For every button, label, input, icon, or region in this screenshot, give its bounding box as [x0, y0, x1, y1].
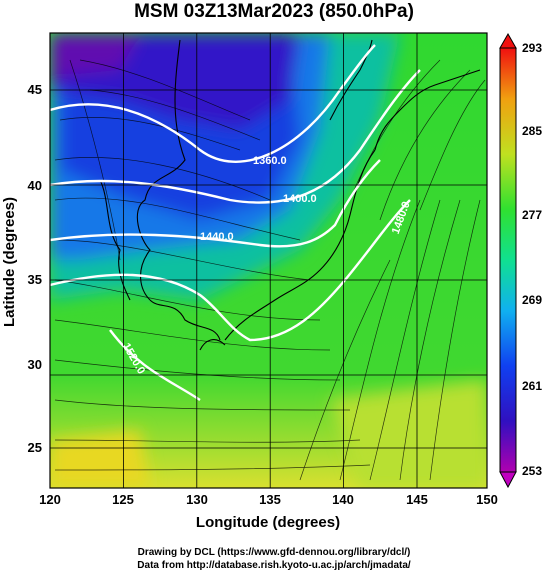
x-tick-125: 125 [112, 492, 134, 507]
x-tick-120: 120 [39, 492, 61, 507]
contour-label-1360: 1360.0 [253, 155, 287, 167]
colorbar-tick-261: 261 [522, 379, 542, 393]
contour-label-1440: 1440.0 [200, 231, 234, 243]
y-tick-25: 25 [28, 440, 42, 455]
wind-streamlines [54, 59, 486, 481]
colorbar-tick-253: 253 [522, 464, 542, 478]
x-tick-140: 140 [332, 492, 354, 507]
colorbar-tick-293: 293 [522, 41, 542, 55]
y-tick-35: 35 [28, 272, 42, 287]
plot-frame [49, 32, 488, 489]
colorbar-min-arrow [499, 471, 517, 489]
height-contours [50, 44, 421, 401]
y-tick-40: 40 [28, 178, 42, 193]
colorbar: 253 261 269 277 285 293 [499, 32, 542, 489]
y-axis-label: Latitude (degrees) [1, 197, 18, 327]
x-tick-145: 145 [406, 492, 428, 507]
y-tick-45: 45 [28, 82, 42, 97]
x-tick-130: 130 [186, 492, 208, 507]
x-tick-135: 135 [259, 492, 281, 507]
coastlines [99, 39, 481, 351]
colorbar-max-arrow [499, 32, 517, 49]
colorbar-tick-277: 277 [522, 208, 542, 222]
footer-credit-data: Data from http://database.rish.kyoto-u.a… [137, 560, 411, 571]
contour-label-1400: 1400.0 [283, 193, 317, 205]
x-axis-label: Longitude (degrees) [196, 514, 340, 531]
map-plot-area: 1360.0 1400.0 1440.0 1480.0 1520.0 [50, 33, 487, 488]
colorbar-tick-269: 269 [522, 293, 542, 307]
lat-lon-grid [50, 33, 487, 488]
x-tick-150: 150 [476, 492, 498, 507]
page-title: MSM 03Z13Mar2023 (850.0hPa) [134, 1, 414, 22]
colorbar-tick-285: 285 [522, 124, 542, 138]
y-tick-30: 30 [28, 357, 42, 372]
footer-credit-drawing: Drawing by DCL (https://www.gfd-dennou.o… [137, 547, 411, 558]
colorbar-gradient [499, 47, 517, 473]
